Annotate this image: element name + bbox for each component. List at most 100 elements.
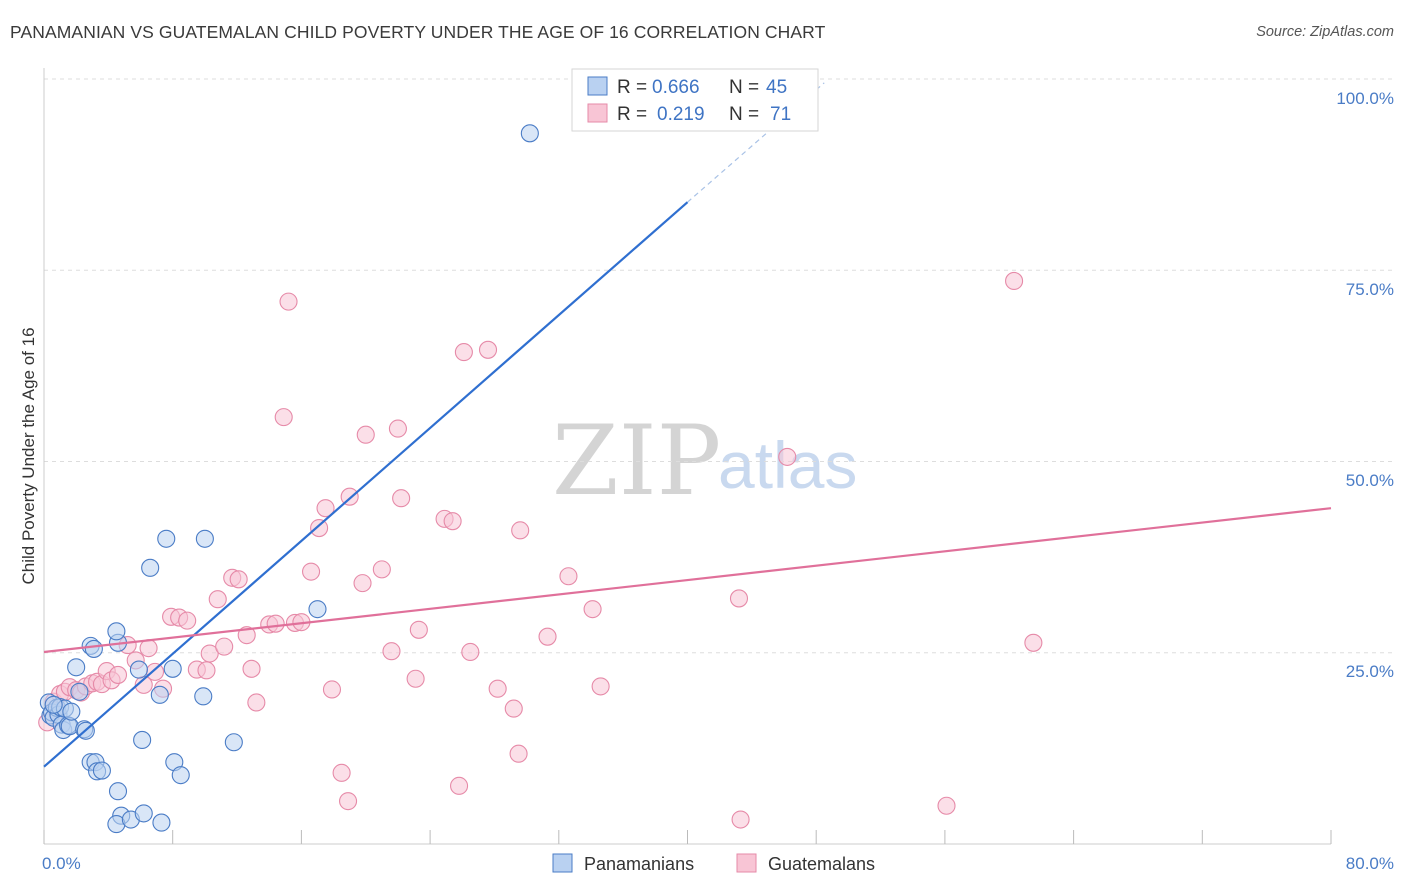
guatemalan-point [406, 669, 425, 688]
panamanian-point [70, 682, 89, 701]
guatemalan-point [356, 425, 375, 444]
legend-r-label-2: R = [617, 104, 647, 125]
guatemalan-point [372, 560, 391, 579]
panamanian-point [171, 766, 190, 785]
legend-swatch-blue [587, 76, 608, 96]
guatemalan-point [322, 680, 342, 699]
guatemalan-point [229, 570, 248, 589]
guatemalan-point [332, 763, 351, 782]
guatemalan-point [392, 489, 411, 508]
guatemalan-point [108, 665, 128, 684]
panamanians-trend-line [43, 201, 689, 768]
guatemalan-point [478, 340, 498, 359]
panamanian-point [194, 687, 213, 706]
panamanian-point [134, 804, 153, 823]
panamanians-points [39, 124, 539, 834]
panamanian-point [44, 695, 63, 714]
guatemalan-point [443, 512, 462, 531]
guatemalan-point [538, 627, 557, 646]
panamanian-point [84, 639, 103, 658]
x-tick-0: 0.0% [42, 854, 81, 873]
panamanian-point [129, 660, 148, 679]
guatemalan-point [382, 642, 401, 661]
panamanian-point [92, 761, 111, 780]
guatemalan-point [208, 590, 227, 609]
guatemalan-point [242, 659, 261, 678]
stats-legend: R = 0.666 N = 45 R = 0.219 N = 71 [571, 68, 819, 132]
guatemalan-point [145, 662, 165, 681]
guatemalan-point [583, 600, 602, 619]
guatemalan-point [1005, 271, 1024, 291]
legend-n-value-1: 45 [766, 77, 787, 98]
source-label: Source: ZipAtlas.com [1256, 24, 1394, 40]
bottom-swatch-pink [736, 853, 757, 873]
guatemalans-trend-line [43, 507, 1332, 654]
guatemalan-point [388, 419, 407, 438]
y-tick-25: 25.0% [1346, 662, 1394, 681]
guatemalan-point [450, 776, 469, 795]
guatemalan-point [139, 639, 158, 658]
guatemalan-point [302, 562, 321, 581]
guatemalan-point [504, 699, 523, 718]
guatemalans-points [38, 271, 1043, 829]
guatemalan-point [310, 519, 329, 538]
guatemalan-point [488, 679, 507, 698]
guatemalan-point [454, 343, 473, 362]
bottom-swatch-blue [552, 853, 573, 873]
guatemalan-point [1024, 633, 1043, 652]
legend-r-value-1: 0.666 [652, 77, 700, 98]
panamanian-point [108, 782, 128, 801]
guatemalan-point [178, 611, 197, 630]
panamanian-point [157, 529, 176, 548]
legend-n-label-1: N = [729, 77, 759, 98]
guatemalan-point [266, 614, 285, 633]
panamanian-point [62, 702, 81, 721]
panamanian-point [152, 813, 171, 832]
guatemalan-point [729, 589, 749, 608]
grid-layer [44, 78, 1392, 654]
series-legend: Panamanians Guatemalans [552, 853, 875, 874]
guatemalan-point [274, 408, 293, 427]
legend-n-label-2: N = [729, 104, 759, 125]
chart-title: PANAMANIAN VS GUATEMALAN CHILD POVERTY U… [10, 22, 826, 42]
x-tick-80: 80.0% [1346, 854, 1394, 873]
guatemalan-point [215, 637, 234, 656]
guatemalan-point [731, 810, 750, 829]
legend-swatch-pink [587, 103, 608, 123]
guatemalan-point [409, 620, 428, 639]
trend-layer [43, 82, 1332, 768]
panamanian-point [308, 600, 327, 619]
guatemalan-point [559, 567, 578, 586]
guatemalan-point [339, 792, 358, 811]
guatemalan-point [778, 447, 797, 466]
panamanian-point [150, 685, 169, 704]
guatemalan-point [511, 521, 530, 540]
y-tick-100: 100.0% [1336, 89, 1394, 108]
legend-r-label-1: R = [617, 77, 647, 98]
guatemalan-point [279, 292, 298, 311]
bottom-legend-guatemalans: Guatemalans [768, 854, 875, 874]
guatemalan-point [509, 744, 528, 763]
panamanian-point [520, 124, 539, 143]
y-tick-75: 75.0% [1346, 280, 1394, 299]
panamanian-point [195, 529, 214, 548]
guatemalan-point [316, 499, 335, 518]
panamanian-point [133, 730, 152, 750]
bottom-legend-panamanians: Panamanians [584, 854, 694, 874]
panamanian-point [224, 733, 243, 752]
panamanian-point [67, 658, 86, 677]
y-axis-label: Child Poverty Under the Age of 16 [19, 327, 38, 584]
guatemalan-point [591, 677, 610, 696]
legend-r-value-2: 0.219 [657, 104, 705, 125]
guatemalan-point [461, 642, 480, 662]
panamanian-point [163, 659, 182, 678]
guatemalan-point [353, 574, 372, 593]
y-tick-50: 50.0% [1346, 471, 1394, 490]
guatemalan-point [937, 796, 956, 815]
guatemalan-point [197, 661, 216, 680]
stats-legend-box [571, 68, 819, 132]
panamanian-point [141, 558, 160, 577]
guatemalan-point [247, 693, 266, 712]
panamanians-trend-extension [687, 82, 825, 203]
